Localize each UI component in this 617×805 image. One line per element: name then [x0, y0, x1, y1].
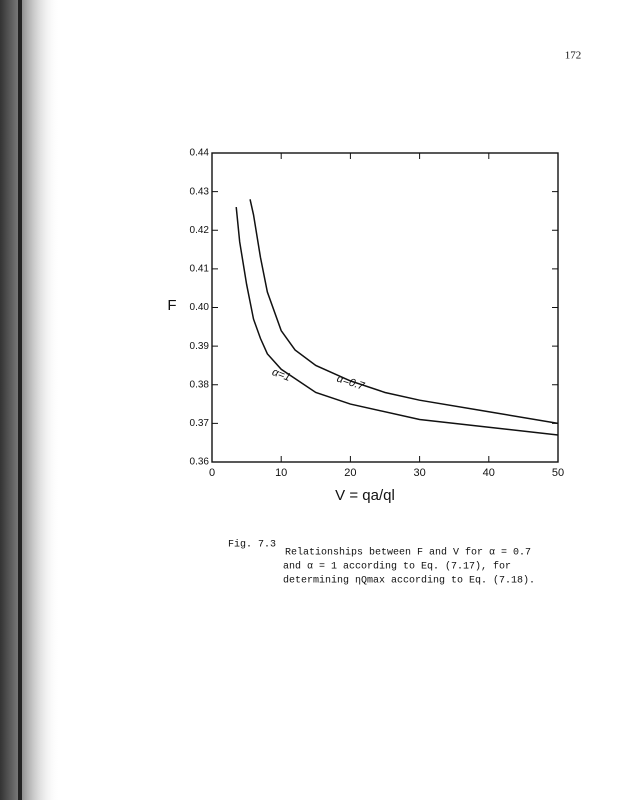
chart: 0.36 0.37 0.38 0.39 0.40 0.41 0.42 0.43 0.44 0 10 2…	[167, 148, 564, 504]
caption-line: determining ηQmax according to Eq. (7.18…	[283, 575, 535, 587]
x-axis-label: V = qa/ql	[335, 487, 395, 504]
y-tick-label: 0.42	[190, 225, 210, 236]
x-tick-label: 40	[483, 467, 495, 479]
plot-frame	[211, 152, 559, 463]
scan-edge	[0, 0, 60, 800]
y-tick-label: 0.37	[190, 418, 210, 429]
series-label: α=1	[270, 366, 292, 384]
data-line	[235, 207, 559, 436]
y-tick-label: 0.40	[190, 302, 210, 313]
y-tick-label: 0.41	[190, 264, 210, 275]
y-axis-label: F	[167, 297, 176, 314]
x-tick-label: 50	[552, 467, 564, 479]
data-line	[249, 199, 559, 425]
y-tick-label: 0.36	[190, 457, 210, 468]
caption-line: Relationships between F and V for α = 0.…	[285, 547, 531, 559]
series-label: α=0.7	[335, 373, 366, 393]
y-tick-label: 0.43	[190, 186, 210, 197]
y-tick-label: 0.44	[190, 148, 210, 159]
caption-label: Fig. 7.3	[228, 539, 276, 551]
binding-edge	[18, 0, 22, 800]
x-tick-label: 0	[209, 467, 215, 479]
caption-line: and α = 1 according to Eq. (7.17), for	[283, 561, 511, 573]
x-tick-label: 30	[413, 467, 425, 479]
y-tick-label: 0.38	[190, 379, 210, 390]
x-tick-label: 10	[275, 467, 287, 479]
x-tick-label: 20	[344, 467, 356, 479]
y-tick-label: 0.39	[190, 341, 210, 352]
page-number: 172	[565, 50, 582, 62]
